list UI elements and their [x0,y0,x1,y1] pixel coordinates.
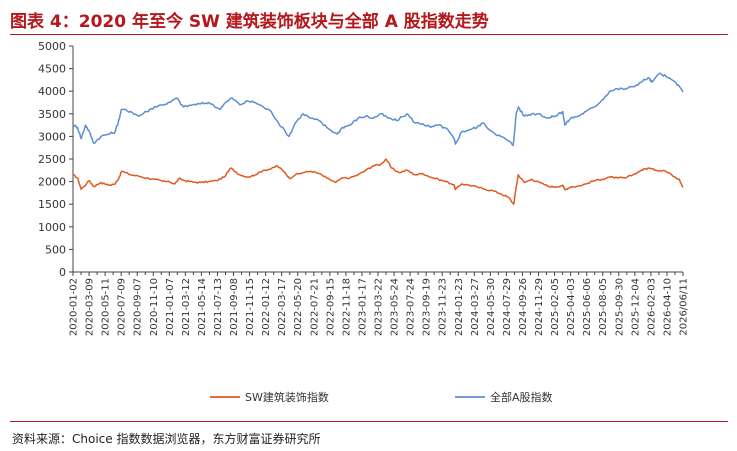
x-tick-label: 2022-01-12 [261,278,272,336]
x-tick-label: 2024-05-30 [486,278,497,336]
y-tick-label: 3500 [38,108,66,121]
y-tick-label: 2000 [38,176,66,189]
x-tick-label: 2023-01-17 [357,278,368,336]
series-line-sw-construction [73,158,684,205]
x-tick-label: 2025-09-30 [614,278,625,336]
x-tick-label: 2022-03-17 [277,278,288,336]
x-tick-label: 2020-11-10 [149,278,160,336]
x-tick-label: 2022-11-18 [341,278,352,336]
x-tick-label: 2020-07-09 [117,278,128,336]
legend-label: SW建筑装饰指数 [245,390,329,404]
x-tick-label: 2023-09-19 [422,278,433,336]
x-tick-label: 2024-01-23 [454,278,465,336]
x-tick-label: 2024-03-27 [470,278,481,336]
y-tick-label: 0 [59,266,66,279]
x-tick-label: 2022-09-15 [325,278,336,336]
chart-title: 图表 4：2020 年至今 SW 建筑装饰板块与全部 A 股指数走势 [10,12,489,32]
x-tick-label: 2025-02-05 [550,278,561,336]
x-tick-label: 2026-02-03 [646,278,657,336]
x-tick-label: 2025-06-06 [582,278,593,336]
x-tick-label: 2024-11-29 [534,278,545,336]
x-tick-label: 2023-11-23 [438,278,449,336]
x-tick-label: 2021-07-13 [213,278,224,336]
x-tick-label: 2025-12-04 [630,278,641,336]
title-bar: 图表 4：2020 年至今 SW 建筑装饰板块与全部 A 股指数走势 [10,4,728,35]
x-tick-label: 2021-05-14 [197,278,208,336]
y-tick-label: 1000 [38,221,66,234]
x-tick-label: 2023-07-24 [406,278,417,336]
x-tick-label: 2020-03-09 [85,278,96,336]
x-tick-label: 2023-03-22 [374,278,385,336]
x-tick-label: 2025-04-03 [566,278,577,336]
y-tick-label: 4000 [38,85,66,98]
y-tick-label: 2500 [38,153,66,166]
x-tick-label: 2020-09-07 [133,278,144,336]
x-tick-label: 2021-09-08 [229,278,240,336]
x-tick-label: 2021-01-07 [165,278,176,336]
x-tick-label: 2025-08-05 [598,278,609,336]
x-tick-label: 2024-07-29 [502,278,513,336]
y-tick-label: 5000 [38,40,66,53]
x-tick-label: 2022-05-20 [293,278,304,336]
y-tick-label: 4500 [38,63,66,76]
line-chart: 0 500 1000 1500 2000 2500 3000 3500 4000 4500 5000… [38,40,690,404]
x-tick-label: 2020-01-02 [69,278,80,336]
legend-label: 全部A股指数 [490,390,553,404]
source-bar: 资料来源：Choice 指数数据浏览器，东方财富证券研究所 [10,421,728,446]
y-tick-label: 500 [45,243,66,256]
x-tick-label: 2026-04-10 [662,278,673,336]
series-line-all-a-share [72,72,684,147]
y-tick-label: 1500 [38,198,66,211]
x-tick-label: 2021-11-15 [245,278,256,336]
y-tick-label: 3000 [38,130,66,143]
x-tick-label: 2024-09-26 [518,278,529,336]
x-tick-label: 2026/06/11 [679,278,690,336]
source-note: 资料来源：Choice 指数数据浏览器，东方财富证券研究所 [12,432,321,446]
x-tick-label: 2020-05-11 [101,278,112,336]
x-tick-label: 2023-05-24 [390,278,401,336]
x-tick-label: 2022-07-21 [309,278,320,336]
x-tick-label: 2021-03-12 [181,278,192,336]
